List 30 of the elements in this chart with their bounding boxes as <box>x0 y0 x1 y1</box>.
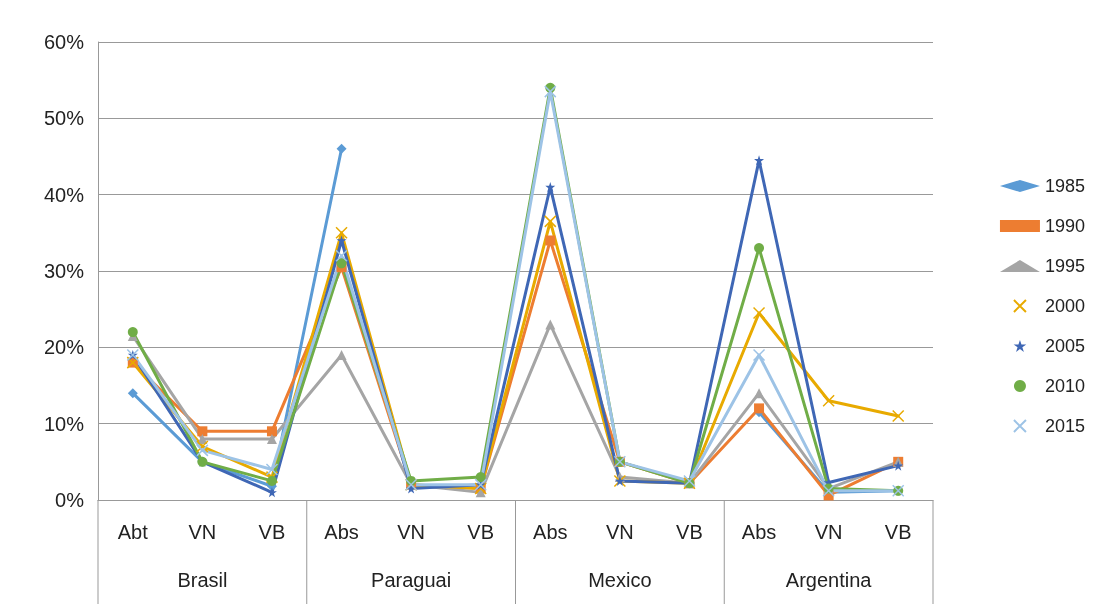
y-tick-label: 60% <box>43 31 85 53</box>
legend-label: 2000 <box>1044 296 1085 316</box>
x-tick-label: Abs <box>324 521 359 543</box>
x-tick-label: VB <box>258 521 286 543</box>
x-tick-label: VN <box>814 521 843 543</box>
legend-label: 2005 <box>1044 336 1085 356</box>
y-tick-label: 50% <box>43 107 85 130</box>
x-tick-label: VN <box>605 521 634 543</box>
x-tick-label: VB <box>884 521 912 543</box>
legend-label: 1990 <box>1044 216 1085 236</box>
y-tick-label: 30% <box>43 260 85 282</box>
legend-label: 1995 <box>1044 256 1085 276</box>
y-tick-label: 0% <box>55 489 85 511</box>
legend-label: 2010 <box>1044 376 1085 396</box>
text: Brasil <box>177 569 228 591</box>
x-tick-label: VN <box>397 521 426 543</box>
x-tick-label: VN <box>188 521 217 543</box>
x-tick-label: VB <box>676 521 703 543</box>
text: Paraguai <box>371 569 452 591</box>
y-tick-label: 40% <box>43 183 85 206</box>
legend-label: 2015 <box>1044 416 1085 436</box>
y-tick-label: 10% <box>43 412 85 435</box>
x-tick-label: Abt <box>117 521 149 543</box>
legend-label: 1985 <box>1044 176 1085 196</box>
x-tick-label: VB <box>467 521 495 543</box>
text: Argentina <box>785 569 873 591</box>
y-tick-label: 20% <box>43 336 85 359</box>
x-tick-label: Abs <box>533 521 568 543</box>
text: Mexico <box>588 569 652 591</box>
x-tick-label: Abs <box>741 521 777 543</box>
